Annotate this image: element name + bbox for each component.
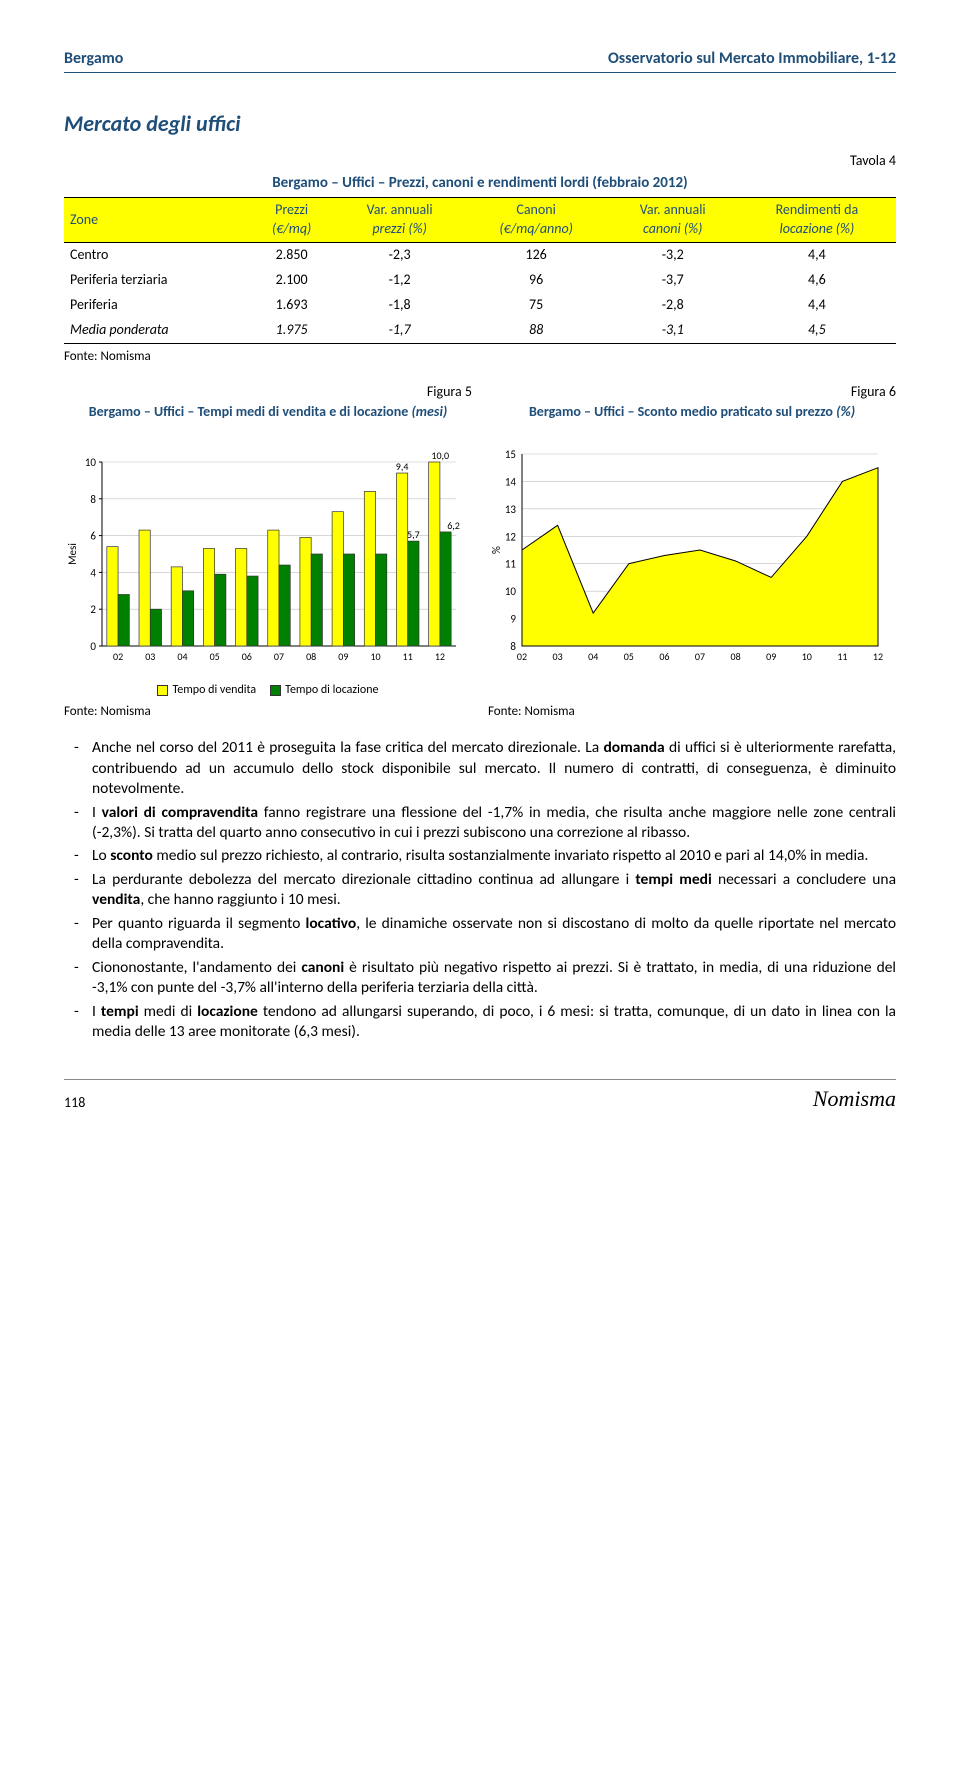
svg-text:4: 4	[90, 567, 96, 580]
list-item: Per quanto riguarda il segmento locativo…	[64, 914, 896, 955]
legend-item: Tempo di vendita	[157, 682, 256, 698]
svg-text:06: 06	[659, 650, 669, 663]
svg-text:9: 9	[510, 613, 516, 626]
table-row: Periferia terziaria2.100-1,296-3,74,6	[64, 268, 896, 293]
bullet-list: Anche nel corso del 2011 è proseguita la…	[64, 738, 896, 1042]
svg-text:09: 09	[338, 650, 348, 663]
list-item: I tempi medi di locazione tendono ad all…	[64, 1002, 896, 1043]
svg-text:11: 11	[505, 558, 517, 571]
svg-text:10,0: 10,0	[431, 449, 449, 462]
fig5-title: Bergamo – Uffici – Tempi medi di vendita…	[64, 404, 472, 444]
header-right: Osservatorio sul Mercato Immobiliare, 1-…	[608, 48, 896, 70]
svg-text:04: 04	[177, 650, 187, 663]
svg-text:0: 0	[90, 640, 96, 653]
svg-text:04: 04	[588, 650, 598, 663]
svg-text:15: 15	[505, 448, 516, 461]
svg-text:5,7: 5,7	[407, 528, 420, 541]
figure-6: Figura 6 Bergamo – Uffici – Sconto medio…	[488, 383, 896, 720]
table4-header-cell: Var. annualicanoni (%)	[608, 198, 738, 243]
svg-text:08: 08	[306, 650, 316, 663]
table4-title: Bergamo – Uffici – Prezzi, canoni e rend…	[64, 173, 896, 193]
svg-text:03: 03	[553, 650, 563, 663]
svg-text:9,4: 9,4	[396, 460, 409, 473]
fonte-fig5: Fonte: Nomisma	[64, 703, 472, 721]
svg-text:8: 8	[510, 640, 516, 653]
list-item: I valori di compravendita fanno registra…	[64, 803, 896, 844]
table-row: Periferia1.693-1,875-2,84,4	[64, 293, 896, 318]
fig6-title: Bergamo – Uffici – Sconto medio praticat…	[488, 404, 896, 444]
page-footer: 118 Nomisma	[64, 1079, 896, 1114]
svg-text:14: 14	[505, 476, 517, 489]
svg-text:12: 12	[505, 530, 517, 543]
svg-text:06: 06	[242, 650, 252, 663]
page-number: 118	[64, 1094, 85, 1113]
page-header: Bergamo Osservatorio sul Mercato Immobil…	[64, 48, 896, 73]
svg-text:11: 11	[837, 650, 847, 663]
svg-text:6,2: 6,2	[447, 519, 460, 532]
list-item: Ciononostante, l'andamento dei canoni è …	[64, 958, 896, 999]
list-item: Lo sconto medio sul prezzo richiesto, al…	[64, 846, 896, 866]
svg-text:02: 02	[517, 650, 527, 663]
svg-text:07: 07	[695, 650, 705, 663]
svg-text:10: 10	[370, 650, 380, 663]
svg-text:10: 10	[505, 585, 517, 598]
section-title: Mercato degli uffici	[64, 109, 896, 139]
svg-text:8: 8	[90, 493, 96, 506]
fonte-table: Fonte: Nomisma	[64, 348, 896, 366]
svg-text:10: 10	[85, 456, 97, 469]
figure-5: Figura 5 Bergamo – Uffici – Tempi medi d…	[64, 383, 472, 720]
svg-text:10: 10	[802, 650, 812, 663]
list-item: Anche nel corso del 2011 è proseguita la…	[64, 738, 896, 799]
svg-text:08: 08	[731, 650, 741, 663]
svg-text:03: 03	[145, 650, 155, 663]
table4-header-cell: Rendimenti dalocazione (%)	[738, 198, 896, 243]
table4-header-cell: Zone	[64, 198, 249, 243]
footer-brand: Nomisma	[813, 1084, 896, 1114]
list-item: La perdurante debolezza del mercato dire…	[64, 870, 896, 911]
table4-header-cell: Var. annualiprezzi (%)	[334, 198, 464, 243]
fig5-label: Figura 5	[64, 383, 472, 402]
svg-text:2: 2	[90, 603, 96, 616]
table4-label: Tavola 4	[64, 152, 896, 171]
svg-text:02: 02	[113, 650, 123, 663]
fig5-legend: Tempo di vendita Tempo di locazione	[64, 682, 472, 698]
svg-text:09: 09	[766, 650, 776, 663]
fig6-label: Figura 6	[488, 383, 896, 402]
svg-text:6: 6	[90, 530, 96, 543]
svg-text:12: 12	[873, 650, 883, 663]
table4: ZonePrezzi(€/mq)Var. annualiprezzi (%)Ca…	[64, 197, 896, 343]
legend-item: Tempo di locazione	[270, 682, 378, 698]
fig6-chart: 8 9 10 11 12 13 14 15% 02 03 04 05 06 07 08 09 10 11 12	[488, 444, 888, 674]
header-left: Bergamo	[64, 48, 123, 70]
table-row: Centro2.850-2,3126-3,24,4	[64, 243, 896, 268]
fonte-fig6: Fonte: Nomisma	[488, 703, 896, 721]
table4-header-cell: Canoni(€/mq/anno)	[465, 198, 608, 243]
table4-header-cell: Prezzi(€/mq)	[249, 198, 335, 243]
svg-text:05: 05	[210, 650, 220, 663]
svg-text:%: %	[490, 546, 503, 554]
svg-text:07: 07	[274, 650, 284, 663]
svg-text:Mesi: Mesi	[66, 543, 79, 565]
svg-text:05: 05	[624, 650, 634, 663]
fig5-chart: 0246810Mesi02030405060708091011129,410,0…	[64, 444, 464, 674]
svg-text:12: 12	[435, 650, 445, 663]
table-row-media: Media ponderata1.975-1,788-3,14,5	[64, 318, 896, 343]
svg-text:13: 13	[505, 503, 517, 516]
svg-text:11: 11	[403, 650, 413, 663]
